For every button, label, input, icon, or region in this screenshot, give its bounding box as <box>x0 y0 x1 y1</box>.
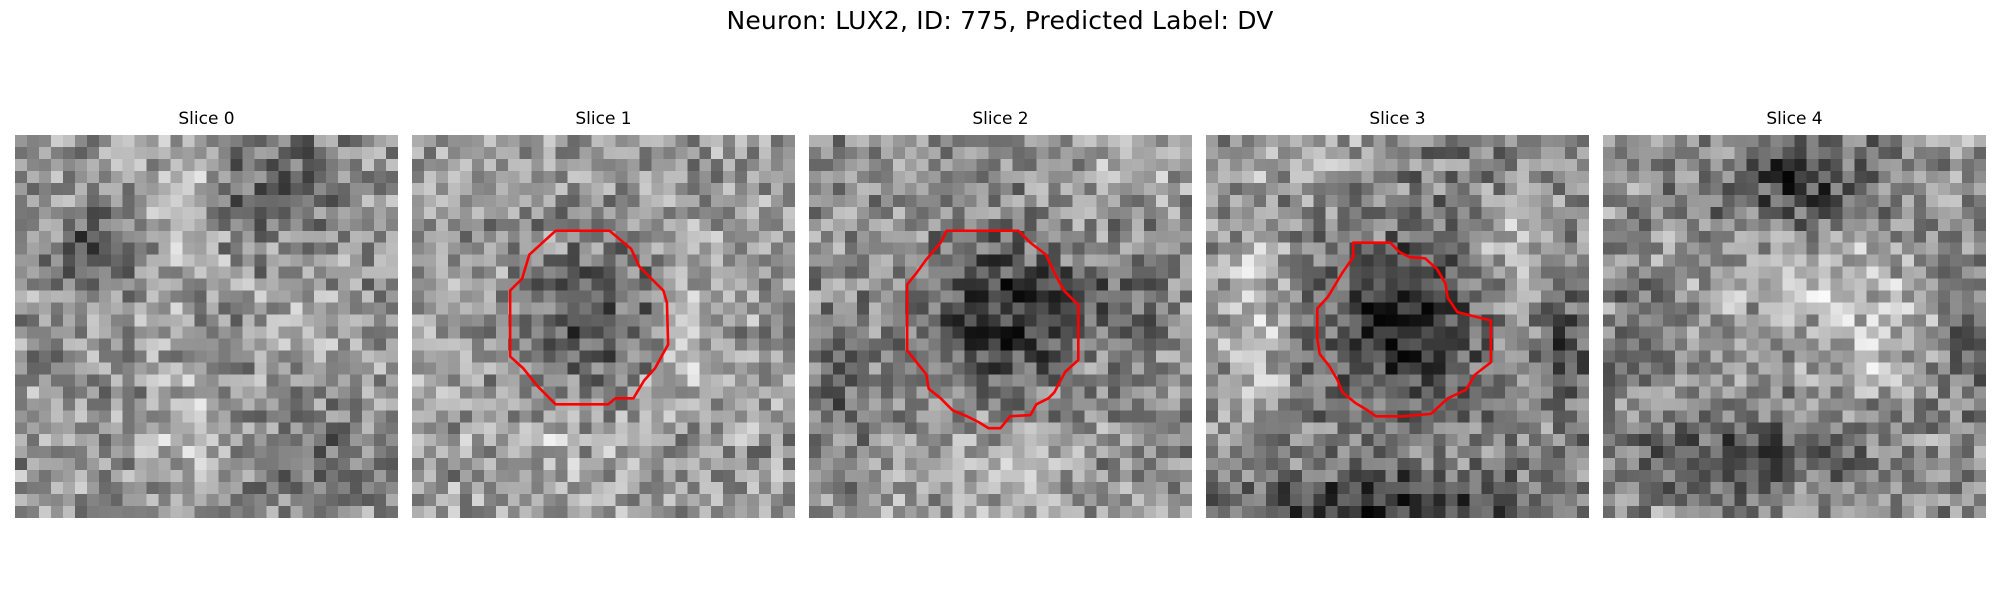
figure-title: Neuron: LUX2, ID: 775, Predicted Label: … <box>726 6 1274 35</box>
panel-slice-3: Slice 3 <box>1206 108 1589 525</box>
panel-title: Slice 2 <box>972 109 1029 129</box>
slice-image <box>412 135 795 518</box>
panel-slice-2: Slice 2 <box>809 108 1192 525</box>
slice-image <box>15 135 398 518</box>
panel-title: Slice 4 <box>1766 109 1823 129</box>
neuron-contour <box>907 231 1078 428</box>
slice-image <box>1603 135 1986 518</box>
panel-slice-0: Slice 0 <box>15 108 398 525</box>
panel-title: Slice 0 <box>178 109 235 129</box>
panel-slice-1: Slice 1 <box>412 108 795 525</box>
slice-image <box>1206 135 1589 518</box>
slice-image <box>809 135 1192 518</box>
neuron-contour <box>510 231 668 405</box>
panel-title: Slice 3 <box>1369 109 1426 129</box>
panel-title: Slice 1 <box>575 109 632 129</box>
neuron-contour <box>1317 243 1491 417</box>
panel-slice-4: Slice 4 <box>1603 108 1986 525</box>
